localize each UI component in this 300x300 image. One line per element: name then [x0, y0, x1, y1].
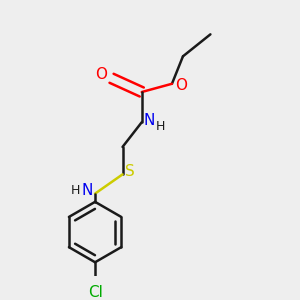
Text: N: N: [144, 113, 155, 128]
Text: H: H: [70, 184, 80, 197]
Text: S: S: [125, 164, 134, 179]
Text: Cl: Cl: [88, 285, 103, 300]
Text: O: O: [95, 68, 107, 82]
Text: H: H: [156, 120, 165, 133]
Text: O: O: [175, 78, 187, 93]
Text: N: N: [82, 183, 93, 198]
